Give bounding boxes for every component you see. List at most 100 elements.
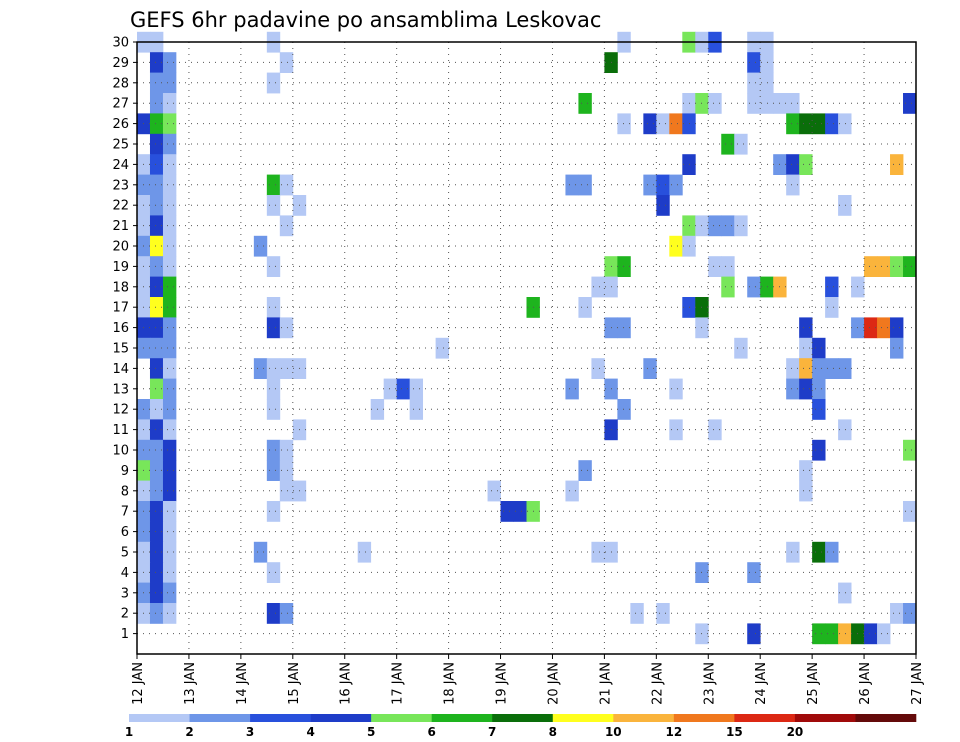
x-tick-label-12: 24 JAN	[754, 662, 769, 705]
heatmap-cell-member-18-107	[747, 276, 761, 298]
heatmap-cell-member-28-19	[760, 72, 774, 94]
heatmap-cell-member-13-158	[383, 378, 398, 400]
heatmap-cell-member-13-155	[149, 378, 164, 400]
heatmap-cell-member-9-192	[162, 460, 177, 481]
y-tick-label-9: 9	[121, 464, 129, 479]
y-tick-label-28: 28	[112, 76, 129, 91]
heatmap-cell-member-11-181	[708, 419, 722, 441]
x-tick-label-1: 13 JAN	[183, 662, 198, 705]
heatmap-cell-member-22-72	[656, 195, 670, 216]
heatmap-cell-member-17-114	[162, 297, 177, 318]
heatmap-cell-member-9-193	[266, 460, 281, 481]
heatmap-cell-member-21-76	[162, 215, 177, 237]
y-tick-label-8: 8	[121, 484, 129, 499]
heatmap-cell-member-5-223	[786, 541, 800, 563]
heatmap-cell-member-19-91	[162, 256, 177, 277]
heatmap-cell-member-6-215	[162, 521, 177, 543]
heatmap-cell-member-27-22	[578, 93, 592, 114]
heatmap-cell-member-7-212	[903, 501, 917, 522]
heatmap-cell-member-29-9	[149, 52, 164, 73]
y-tick-label-15: 15	[112, 342, 129, 357]
heatmap-cell-member-5-224	[812, 541, 826, 563]
colorbar-label-5: 5	[367, 725, 375, 739]
heatmap-cell-member-16-127	[617, 317, 631, 339]
heatmap-cell-member-16-133	[890, 317, 904, 339]
heatmap-cell-member-6-214	[149, 521, 164, 543]
x-tick-label-4: 16 JAN	[339, 662, 354, 705]
heatmap-cell-member-13-165	[799, 378, 813, 400]
y-tick-label-30: 30	[112, 36, 129, 51]
heatmap-cell-member-2-239	[266, 603, 281, 624]
heatmap-cell-member-5-221	[591, 541, 605, 563]
heatmap-cell-member-12-168	[149, 399, 164, 420]
x-tick-label-2: 14 JAN	[235, 662, 250, 705]
heatmap-cell-member-23-65	[669, 174, 683, 196]
heatmap-cell-member-27-27	[760, 93, 774, 114]
heatmap-cell-member-14-152	[812, 358, 826, 379]
heatmap-cell-member-1-252	[877, 623, 891, 645]
heatmap-cell-member-10-187	[279, 439, 294, 461]
heatmap-cell-member-1-248	[825, 623, 839, 645]
heatmap-cell-member-12-172	[409, 399, 424, 420]
heatmap-cell-member-24-49	[149, 154, 164, 175]
y-tick-label-17: 17	[112, 301, 129, 316]
heatmap-cell-member-25-47	[734, 133, 748, 155]
heatmap-cell-member-15-141	[890, 337, 904, 359]
heatmap-cell-member-20-87	[669, 235, 683, 257]
heatmap-cell-member-17-115	[266, 297, 281, 318]
heatmap-cell-member-7-208	[266, 501, 281, 522]
heatmap-cell-member-7-210	[513, 501, 527, 522]
heatmap-cell-member-18-104	[591, 276, 605, 298]
colorbar-swatch-2	[250, 714, 311, 722]
heatmap-cell-member-23-59	[266, 174, 281, 196]
x-tick-label-8: 20 JAN	[546, 662, 561, 705]
heatmap-cell-member-26-37	[669, 113, 683, 135]
heatmap-cell-member-18-106	[721, 276, 735, 298]
heatmap-cell-member-3-233	[149, 582, 164, 604]
heatmap-cell-member-19-95	[708, 256, 722, 277]
heatmap-cell-member-27-30	[903, 93, 917, 114]
colorbar-swatch-3	[310, 714, 372, 722]
y-tick-label-27: 27	[112, 97, 129, 112]
heatmap-cell-member-1-251	[864, 623, 878, 645]
heatmap-cell-member-16-122	[149, 317, 164, 339]
y-tick-label-11: 11	[112, 423, 129, 438]
x-tick-label-15: 27 JAN	[910, 662, 925, 705]
heatmap-cell-member-15-135	[149, 337, 164, 359]
heatmap-cell-member-15-139	[799, 337, 813, 359]
colorbar-label-1: 1	[125, 725, 133, 739]
heatmap-cell-member-9-191	[149, 460, 164, 481]
heatmap-cell-member-23-66	[786, 174, 800, 196]
y-tick-label-24: 24	[112, 158, 129, 173]
heatmap-cell-member-1-246	[747, 623, 761, 645]
y-axis: 1234567891011121314151617181920212223242…	[112, 36, 137, 642]
heatmap-cell-member-13-160	[409, 378, 424, 400]
y-tick-label-20: 20	[112, 240, 129, 255]
y-tick-label-23: 23	[112, 178, 129, 193]
heatmap-cell-member-16-129	[799, 317, 813, 339]
heatmap-cell-member-27-29	[786, 93, 800, 114]
colorbar-legend: 1 2 3 4 5 6 7 8 10 12 15 20	[125, 714, 917, 739]
heatmap-cell-member-25-45	[162, 133, 177, 155]
heatmap-cell-member-20-86	[253, 235, 268, 257]
heatmap-cell-member-10-184	[149, 439, 164, 461]
x-axis: 12 JAN 13 JAN 14 JAN 15 JAN 16 JAN 17 JAN 18 J…	[131, 654, 925, 705]
colorbar-swatch-10	[734, 714, 796, 722]
heatmap-cell-member-28-15	[149, 72, 164, 94]
heatmap-cell-member-5-219	[253, 541, 268, 563]
heatmap-cell-member-17-113	[149, 297, 164, 318]
colorbar-swatch-12	[855, 714, 917, 722]
heatmap-cell-member-5-220	[357, 541, 372, 563]
heatmap-cell-member-2-238	[162, 603, 177, 624]
heatmap-cell-member-23-60	[279, 174, 294, 196]
heatmap-cell-member-2-237	[149, 603, 164, 624]
heatmap-cell-member-28-18	[747, 72, 761, 94]
x-tick-label-3: 15 JAN	[287, 662, 302, 705]
heatmap-cell-member-25-46	[721, 133, 735, 155]
heatmap-cell-member-10-188	[812, 439, 826, 461]
heatmap-cell-member-18-108	[760, 276, 774, 298]
heatmap-cell-member-26-38	[682, 113, 696, 135]
heatmap-cell-member-13-166	[812, 378, 826, 400]
heatmap-cell-member-14-143	[162, 358, 177, 379]
